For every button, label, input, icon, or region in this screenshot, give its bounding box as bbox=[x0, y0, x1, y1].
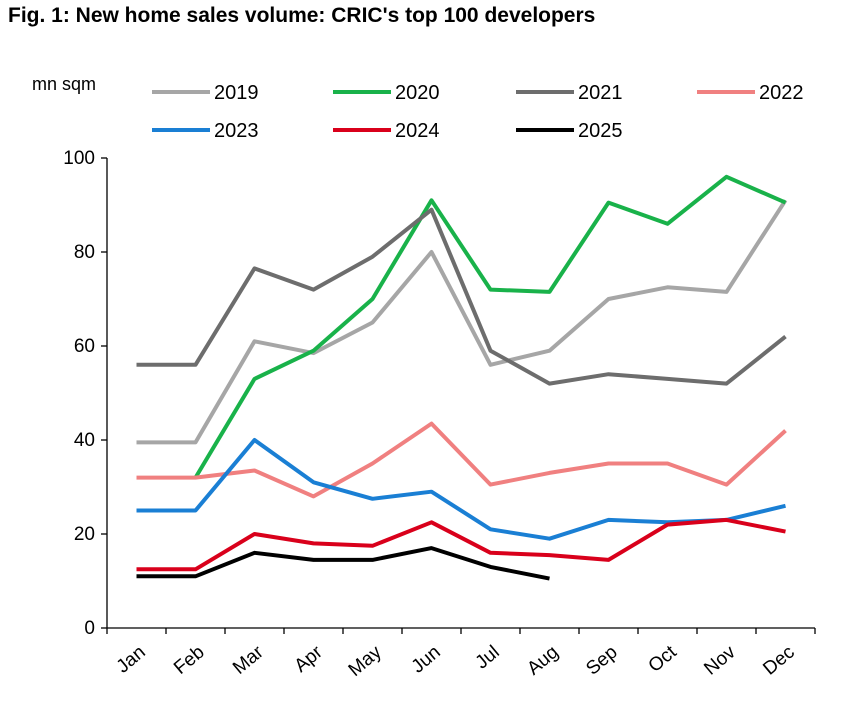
x-tick-label: Sep bbox=[582, 642, 621, 680]
legend-label-2019: 2019 bbox=[214, 82, 259, 104]
y-tick-label: 20 bbox=[74, 524, 95, 545]
series-line-2020 bbox=[193, 174, 787, 479]
series-line-2024 bbox=[136, 517, 786, 572]
legend-label-2025: 2025 bbox=[578, 120, 623, 142]
x-tick-label: Jan bbox=[113, 642, 150, 678]
y-tick-label: 40 bbox=[74, 430, 95, 451]
x-tick-label: Oct bbox=[645, 641, 682, 677]
x-tick-label: Dec bbox=[759, 642, 798, 680]
x-tick-label: Nov bbox=[700, 641, 740, 679]
series-line-2025 bbox=[136, 546, 550, 581]
x-tick-label: Aug bbox=[523, 642, 562, 680]
legend: 2019 2020 2021 2022 2023 2024 2025 bbox=[152, 82, 804, 142]
series-line-2022 bbox=[136, 421, 787, 499]
x-tick-label: Jul bbox=[472, 642, 504, 674]
legend-label-2023: 2023 bbox=[214, 120, 259, 142]
x-tick-label: May bbox=[345, 641, 386, 680]
y-tick-label: 0 bbox=[84, 618, 95, 639]
y-tick-label: 60 bbox=[74, 336, 95, 357]
legend-label-2024: 2024 bbox=[395, 120, 440, 142]
series-lines bbox=[136, 174, 788, 581]
y-tick-label: 100 bbox=[63, 148, 95, 169]
x-tick-label: Feb bbox=[170, 642, 209, 679]
y-tick-label: 80 bbox=[74, 242, 95, 263]
y-axis-unit-label: mn sqm bbox=[32, 74, 96, 94]
chart-title: Fig. 1: New home sales volume: CRIC's to… bbox=[8, 4, 596, 27]
legend-label-2021: 2021 bbox=[578, 82, 623, 104]
x-tick-label: Apr bbox=[291, 641, 328, 677]
legend-label-2020: 2020 bbox=[395, 82, 440, 104]
x-tick-label: Jun bbox=[408, 642, 445, 678]
x-tick-label: Mar bbox=[229, 641, 268, 679]
series-line-2021 bbox=[136, 207, 787, 386]
legend-label-2022: 2022 bbox=[759, 82, 804, 104]
series-line-2019 bbox=[136, 199, 788, 445]
